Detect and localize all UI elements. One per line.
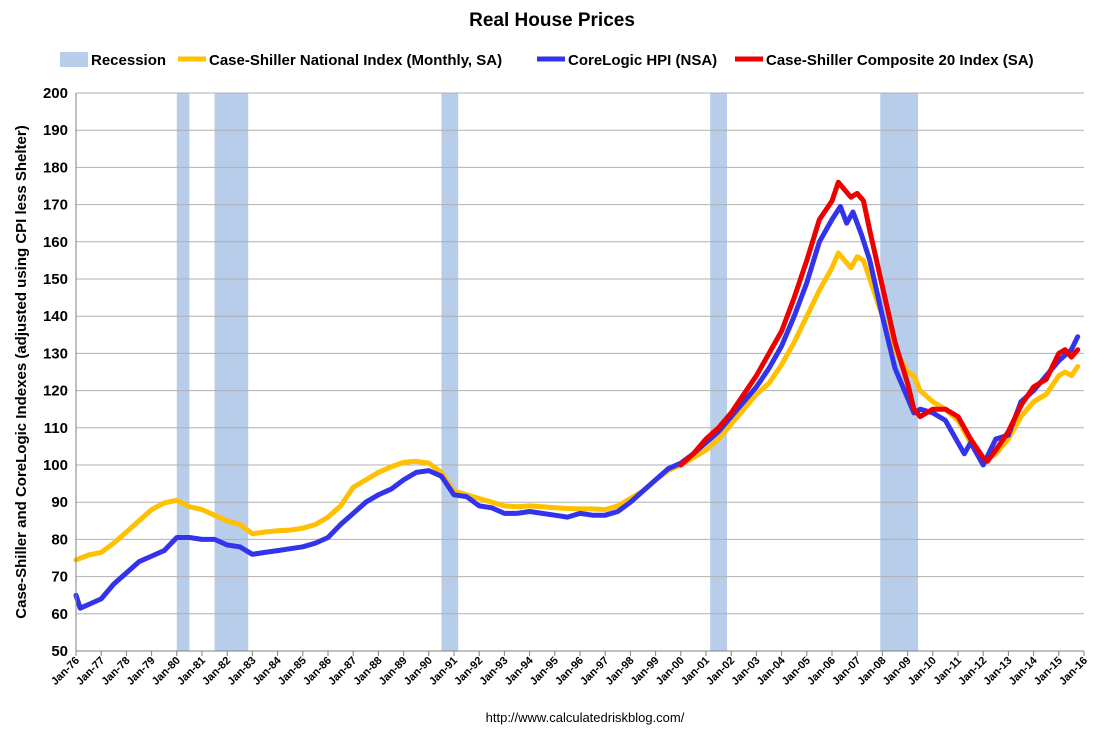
recession-band-3 <box>710 93 727 651</box>
y-tick-label: 180 <box>43 159 68 176</box>
recession-bands <box>176 93 919 651</box>
recession-band-1 <box>214 93 249 651</box>
y-tick-label: 70 <box>51 569 68 586</box>
y-tick-label: 50 <box>51 643 68 660</box>
series-lines <box>73 179 1081 611</box>
legend-label-recession: Recession <box>91 52 166 69</box>
x-tick-label: Jan-10 <box>906 655 939 688</box>
legend-label-series-2: Case-Shiller Composite 20 Index (SA) <box>766 52 1034 69</box>
y-tick-label: 80 <box>51 531 68 548</box>
legend-label-series-0: Case-Shiller National Index (Monthly, SA… <box>209 52 502 69</box>
series-line-2 <box>678 179 1081 468</box>
chart-title: Real House Prices <box>469 10 635 31</box>
y-tick-label: 110 <box>44 420 68 437</box>
y-axis-ticks: 50 60 70 80 90 100 110 120 130 140 150 160 170 180 190… <box>43 85 68 660</box>
y-axis-label: Case-Shiller and CoreLogic Indexes (adju… <box>13 125 30 618</box>
y-tick-label: 100 <box>43 457 68 474</box>
recession-band-2 <box>441 93 459 651</box>
series-line-1 <box>73 204 1081 611</box>
recession-band-0 <box>176 93 190 651</box>
legend-swatch-recession <box>60 52 88 67</box>
source-url: http://www.calculatedriskblog.com/ <box>486 710 685 725</box>
y-tick-label: 170 <box>43 197 68 214</box>
legend-label-series-1: CoreLogic HPI (NSA) <box>568 52 717 69</box>
legend: Recession Case-Shiller National Index (M… <box>60 52 1034 69</box>
y-tick-label: 60 <box>51 606 68 623</box>
y-tick-label: 130 <box>43 345 68 362</box>
y-tick-label: 160 <box>43 234 68 251</box>
y-tick-label: 200 <box>43 85 68 102</box>
gridlines <box>76 92 1084 615</box>
series-line-0 <box>73 250 1081 563</box>
x-axis-ticks: Jan-76Jan-77Jan-78Jan-79Jan-80Jan-81Jan-… <box>49 651 1090 688</box>
y-tick-label: 120 <box>43 383 68 400</box>
y-tick-label: 190 <box>43 122 68 139</box>
y-tick-label: 140 <box>43 308 68 325</box>
x-tick-label: Jan-16 <box>1057 655 1090 688</box>
y-tick-label: 150 <box>43 271 68 288</box>
y-tick-label: 90 <box>51 494 68 511</box>
